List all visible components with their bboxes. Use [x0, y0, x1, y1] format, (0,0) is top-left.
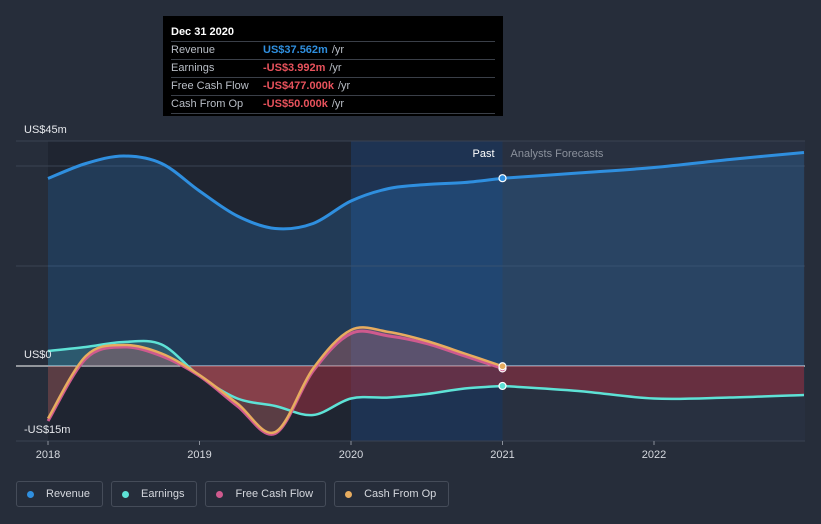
legend-dot-icon [216, 490, 224, 498]
marker-revenue [498, 174, 507, 183]
marker-earnings [498, 381, 507, 391]
y-tick-label: US$45m [24, 124, 67, 136]
tooltip-unit: /yr [331, 44, 345, 56]
earnings-line [47, 339, 503, 417]
earnings-negative-area [48, 366, 804, 416]
chart-legend: Revenue Earnings Free Cash Flow Cash Fro… [16, 481, 450, 507]
legend-dot-icon [345, 490, 353, 498]
legend-label: Earnings [141, 488, 185, 500]
marker-cash-from-op [498, 362, 507, 371]
x-tick-label: 2019 [187, 449, 211, 461]
x-tick-label: 2021 [490, 449, 514, 461]
earnings-positive-area [48, 340, 804, 366]
tooltip-label: Free Cash Flow [171, 80, 249, 92]
earnings-forecast-line [502, 384, 805, 401]
revenue-line [47, 154, 503, 231]
x-tick-label: 2020 [339, 449, 363, 461]
y-tick-label: -US$15m [24, 424, 70, 436]
legend-item-free-cash-flow[interactable]: Free Cash Flow [205, 481, 327, 507]
tooltip-unit: /yr [331, 98, 345, 110]
legend-dot-icon [122, 490, 130, 498]
tooltip-row-free-cash-flow: Free Cash Flow -US$477.000k /yr [171, 77, 495, 95]
tooltip-row-revenue: Revenue US$37.562m /yr [171, 41, 495, 59]
y-tick-label: US$0 [24, 349, 52, 361]
legend-label: Revenue [46, 488, 91, 500]
legend-item-earnings[interactable]: Earnings [111, 481, 198, 507]
revenue-forecast-line [502, 151, 805, 180]
data-tooltip: Dec 31 2020 Revenue US$37.562m /yr Earni… [163, 16, 503, 116]
tooltip-value: -US$477.000k [263, 80, 334, 92]
legend-label: Free Cash Flow [235, 488, 314, 500]
tooltip-value: -US$50.000k [263, 98, 328, 110]
tooltip-row-cash-from-op: Cash From Op -US$50.000k /yr [171, 95, 495, 114]
legend-item-revenue[interactable]: Revenue [16, 481, 104, 507]
revenue-area [48, 152, 804, 366]
tooltip-label: Revenue [171, 44, 216, 56]
tooltip-value: -US$3.992m [263, 62, 326, 74]
tooltip-row-earnings: Earnings -US$3.992m /yr [171, 59, 495, 77]
tooltip-unit: /yr [337, 80, 351, 92]
tooltip-unit: /yr [329, 62, 342, 74]
tooltip-date: Dec 31 2020 [171, 26, 234, 38]
legend-item-cash-from-op[interactable]: Cash From Op [334, 481, 450, 507]
tooltip-value: US$37.562m [263, 44, 328, 56]
past-label: Past [472, 148, 494, 160]
x-tick-label: 2018 [36, 449, 60, 461]
tooltip-label: Cash From Op [171, 98, 244, 110]
cash-from-op-line [46, 326, 503, 435]
x-tick-label: 2022 [642, 449, 666, 461]
free-cash-flow-line [46, 329, 503, 436]
tooltip-label: Earnings [171, 62, 215, 74]
legend-label: Cash From Op [364, 488, 437, 500]
forecast-label: Analysts Forecasts [511, 148, 604, 160]
legend-dot-icon [27, 490, 34, 498]
